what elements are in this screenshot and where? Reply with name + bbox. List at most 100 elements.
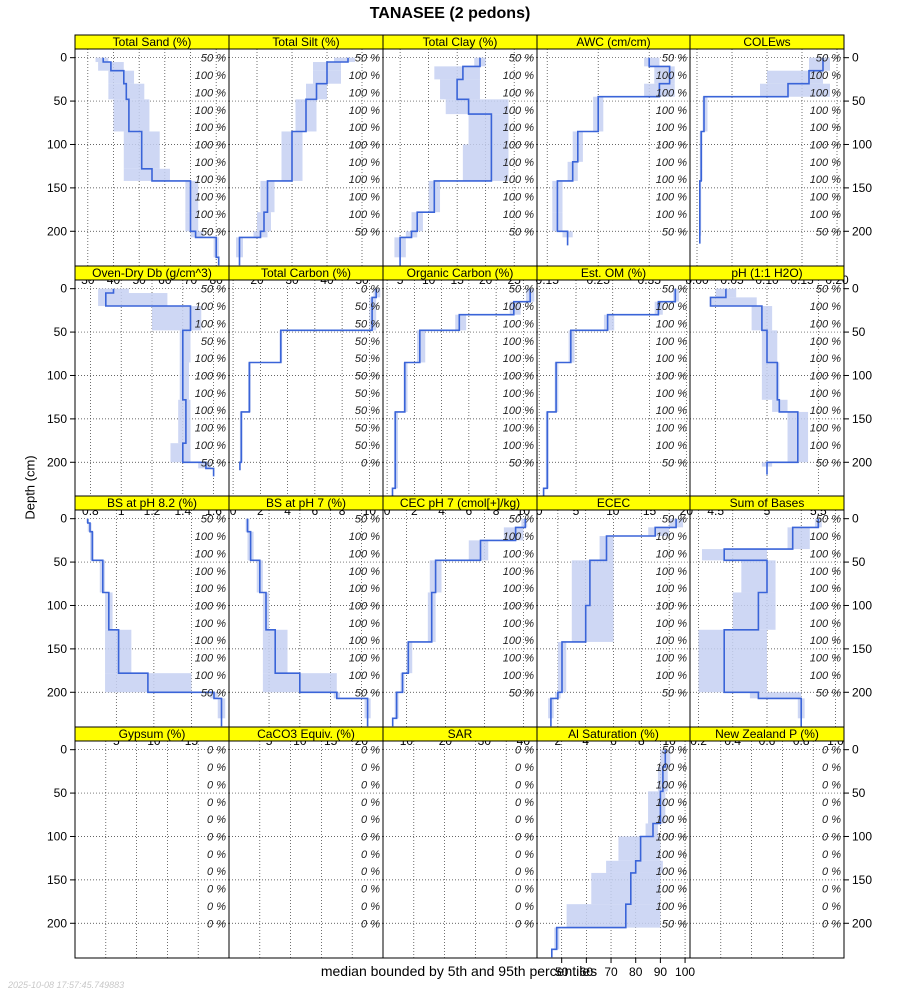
data-coverage-label: 50 % [355,440,380,452]
median-line [551,749,667,958]
data-coverage-label: 0 % [207,797,226,809]
y-tick-label: 0 [852,512,859,526]
percentile-band [198,462,211,469]
data-coverage-label: 100 % [503,87,534,99]
data-coverage-label: 0 % [207,762,226,774]
data-coverage-label: 100 % [503,336,534,348]
data-coverage-label: 100 % [810,635,841,647]
data-coverage-label: 100 % [810,618,841,630]
data-coverage-label: 50 % [355,423,380,435]
data-coverage-label: 50 % [201,687,226,699]
data-coverage-label: 50 % [509,457,534,469]
data-coverage-label: 100 % [656,353,687,365]
panel-strip-label: CEC pH 7 (cmol[+]/kg) [400,496,520,510]
data-coverage-label: 0 % [207,814,226,826]
data-coverage-label: 50 % [355,388,380,400]
data-coverage-label: 50 % [355,370,380,382]
data-coverage-label: 0 % [515,745,534,757]
data-coverage-label: 50 % [201,336,226,348]
y-tick-label: 50 [54,786,68,800]
data-coverage-label: 100 % [810,423,841,435]
data-coverage-label: 100 % [656,370,687,382]
data-coverage-label: 50 % [662,226,687,238]
data-coverage-label: 100 % [810,174,841,186]
median-line [238,57,349,266]
x-tick-label: 1 [118,504,125,518]
data-coverage-label: 100 % [349,105,380,117]
y-tick-label: 150 [47,412,67,426]
percentile-band [185,180,199,213]
y-tick-label: 100 [47,829,67,843]
y-tick-label: 0 [60,512,67,526]
y-tick-label: 100 [47,598,67,612]
data-coverage-label: 0 % [515,831,534,843]
data-coverage-label: 0 % [207,849,226,861]
data-coverage-label: 100 % [656,670,687,682]
data-coverage-label: 50 % [355,687,380,699]
data-coverage-label: 100 % [810,157,841,169]
panel: Organic Carbon (%) 50 % 100 % 100 % 100 % 100… [382,265,538,518]
percentile-band [591,872,661,905]
percentile-band [334,57,355,63]
panel: Total Sand (%) 50 % 100 % 100 % 100 % 100 % 10… [74,34,230,287]
panel: Total Carbon (%) 0 % 50 % 50 % 50 % 50 % 50 % 5… [228,265,384,518]
percentile-band [108,70,135,84]
percentile-band [417,330,426,363]
data-coverage-label: 100 % [195,174,226,186]
percentile-band [170,443,191,463]
data-coverage-label: 100 % [503,618,534,630]
chart-title: TANASEE (2 pedons) [369,5,531,22]
x-axis-caption: median bounded by 5th and 95th percentil… [320,963,598,979]
data-coverage-label: 100 % [195,157,226,169]
data-coverage-label: 50 % [816,514,841,526]
x-tick-label: 5 [573,504,580,518]
data-coverage-label: 50 % [355,405,380,417]
data-coverage-label: 0 % [822,918,841,930]
percentile-band [190,231,204,238]
data-coverage-label: 100 % [656,635,687,647]
median-line [723,518,820,727]
median-line [709,288,799,475]
y-tick-label: 100 [852,368,872,382]
data-coverage-label: 100 % [195,209,226,221]
percentile-band [809,57,830,71]
data-coverage-label: 100 % [810,583,841,595]
data-coverage-label: 100 % [503,370,534,382]
data-coverage-label: 100 % [656,779,687,791]
data-coverage-label: 100 % [503,70,534,82]
panel-strip-label: Total Clay (%) [423,35,498,49]
y-tick-label: 150 [852,642,872,656]
panel: pH (1:1 H2O) 50 % 100 % 100 % 100 % 100 % 100 … [689,265,845,518]
data-coverage-label: 100 % [195,192,226,204]
data-coverage-label: 0 % [515,779,534,791]
data-coverage-label: 100 % [195,122,226,134]
x-tick-label: 80 [629,965,643,979]
data-coverage-label: 100 % [349,87,380,99]
x-tick-label: 2 [411,504,418,518]
panel: Sum of Bases 50 % 100 % 100 % 100 % 100 % 100 … [689,495,845,748]
panel: Total Silt (%) 50 % 100 % 100 % 100 % 100 % 10… [228,34,384,287]
x-tick-label: 0 [536,504,543,518]
percentile-band [648,527,670,537]
data-coverage-label: 100 % [503,405,534,417]
data-coverage-label: 100 % [656,70,687,82]
percentile-band [445,99,509,115]
percentile-band [732,592,776,630]
y-tick-label: 150 [47,642,67,656]
panel: AWC (cm/cm) 50 % 100 % 100 % 100 % 100 % 100 %… [536,34,691,287]
panel: SAR 0 % 0 % 0 % 0 % 0 % 0 % 0 % 0 % 0 % 0 % 0 % [382,726,538,959]
y-tick-label: 200 [852,916,872,930]
median-line [391,288,531,497]
data-coverage-label: 50 % [662,687,687,699]
data-coverage-label: 100 % [349,157,380,169]
data-coverage-label: 100 % [810,670,841,682]
percentile-band [185,212,199,232]
data-coverage-label: 0 % [361,797,380,809]
panel-strip-label: BS at pH 7 (%) [266,496,346,510]
percentile-band [509,301,521,315]
data-coverage-label: 0 % [515,918,534,930]
y-tick-label: 150 [852,873,872,887]
data-coverage-label: 100 % [195,423,226,435]
data-coverage-label: 0 % [822,901,841,913]
y-tick-label: 100 [852,598,872,612]
